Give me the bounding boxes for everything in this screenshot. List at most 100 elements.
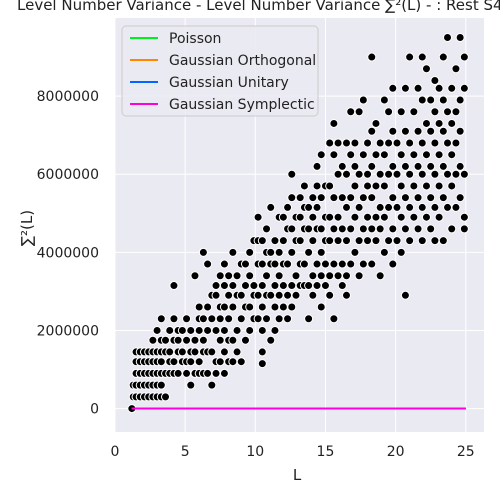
scatter-point: [405, 169, 415, 179]
scatter-point: [438, 161, 448, 171]
scatter-point: [455, 95, 465, 105]
scatter-point: [245, 325, 255, 335]
scatter-point: [329, 224, 339, 234]
scatter-point: [434, 118, 444, 128]
scatter-point: [219, 302, 229, 312]
scatter-point: [337, 281, 347, 291]
scatter-point: [182, 335, 192, 345]
scatter-point: [308, 290, 318, 300]
scatter-point: [186, 357, 196, 367]
scatter-point: [354, 169, 364, 179]
scatter-point: [304, 202, 314, 212]
scatter-point: [232, 347, 242, 357]
scatter-point: [257, 347, 267, 357]
scatter-point: [287, 169, 297, 179]
scatter-point: [312, 181, 322, 191]
scatter-point: [270, 236, 280, 246]
scatter-point: [274, 271, 284, 281]
scatter-point: [177, 325, 187, 335]
scatter-point: [219, 347, 229, 357]
scatter-point: [342, 138, 352, 148]
scatter-point: [421, 181, 431, 191]
scatter-point: [346, 224, 356, 234]
scatter-point: [207, 380, 217, 390]
scatter-point: [270, 281, 280, 291]
scatter-point: [455, 126, 465, 136]
scatter-point: [194, 302, 204, 312]
scatter-point: [190, 347, 200, 357]
scatter-point: [245, 247, 255, 257]
scatter-point: [207, 314, 217, 324]
scatter-point: [358, 95, 368, 105]
scatter-point: [396, 212, 406, 222]
y-tick-label: 6000000: [37, 167, 99, 183]
scatter-point: [447, 150, 457, 160]
scatter-point: [325, 212, 335, 222]
scatter-point: [375, 271, 385, 281]
scatter-point: [413, 193, 423, 203]
scatter-point: [421, 118, 431, 128]
scatter-point: [409, 150, 419, 160]
scatter-point: [434, 181, 444, 191]
scatter-point: [350, 181, 360, 191]
y-axis-label: ∑²(L): [18, 210, 36, 246]
scatter-point: [358, 150, 368, 160]
scatter-point: [333, 138, 343, 148]
scatter-point: [329, 118, 339, 128]
y-tick-label: 0: [90, 402, 99, 418]
scatter-point: [350, 138, 360, 148]
scatter-point: [203, 302, 213, 312]
scatter-point: [363, 169, 373, 179]
scatter-point: [367, 193, 377, 203]
scatter-point: [434, 83, 444, 93]
scatter-point: [219, 281, 229, 291]
scatter-point: [426, 126, 436, 136]
scatter-point: [409, 181, 419, 191]
scatter-point: [388, 193, 398, 203]
scatter-point: [405, 52, 415, 62]
scatter-point: [240, 335, 250, 345]
scatter-point: [203, 325, 213, 335]
scatter-point: [346, 150, 356, 160]
scatter-point: [413, 83, 423, 93]
scatter-point: [396, 181, 406, 191]
scatter-point: [342, 236, 352, 246]
scatter-point: [312, 202, 322, 212]
scatter-point: [295, 236, 305, 246]
scatter-point: [337, 161, 347, 171]
scatter-point: [417, 95, 427, 105]
scatter-point: [342, 169, 352, 179]
scatter-point: [236, 314, 246, 324]
scatter-point: [308, 212, 318, 222]
scatter-point: [367, 259, 377, 269]
scatter-point: [325, 236, 335, 246]
scatter-point: [413, 126, 423, 136]
scatter-point: [346, 107, 356, 117]
scatter-point: [443, 169, 453, 179]
scatter-point: [169, 357, 179, 367]
scatter-point: [392, 236, 402, 246]
scatter-point: [253, 314, 263, 324]
scatter-point: [459, 83, 469, 93]
scatter-point: [443, 33, 453, 43]
scatter-point: [274, 314, 284, 324]
x-tick-label: 0: [111, 444, 120, 460]
scatter-point: [434, 150, 444, 160]
scatter-point: [304, 247, 314, 257]
scatter-point: [455, 193, 465, 203]
scatter-point: [350, 161, 360, 171]
scatter-point: [211, 368, 221, 378]
scatter-point: [219, 259, 229, 269]
scatter-point: [232, 325, 242, 335]
scatter-point: [228, 281, 238, 291]
scatter-point: [388, 259, 398, 269]
scatter-point: [325, 181, 335, 191]
x-tick-label: 10: [246, 444, 264, 460]
scatter-point: [266, 202, 276, 212]
scatter-point: [173, 368, 183, 378]
scatter-point: [400, 126, 410, 136]
scatter-point: [438, 95, 448, 105]
scatter-point: [371, 181, 381, 191]
scatter-point: [266, 335, 276, 345]
scatter-point: [257, 325, 267, 335]
